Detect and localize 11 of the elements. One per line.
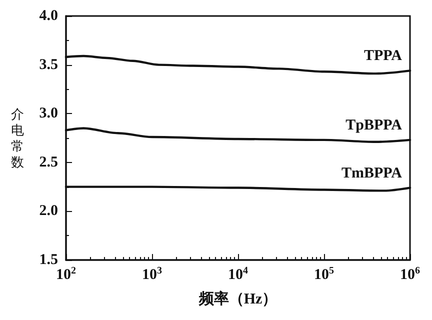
y-tick-label: 4.0 [39, 8, 58, 24]
series-label: TPPA [364, 48, 402, 64]
y-tick-label: 2.5 [39, 154, 58, 170]
y-axis-title: 介电常数 [11, 106, 24, 170]
y-tick-label: 2.0 [39, 203, 58, 220]
y-tick-label: 1.5 [39, 252, 58, 268]
x-axis-title: 频率（Hz） [198, 290, 278, 308]
series-label: TmBPPA [341, 165, 402, 182]
y-tick-label: 3.5 [39, 56, 58, 73]
series-label: TpBPPA [346, 117, 402, 134]
y-tick-label: 3.0 [39, 106, 58, 122]
